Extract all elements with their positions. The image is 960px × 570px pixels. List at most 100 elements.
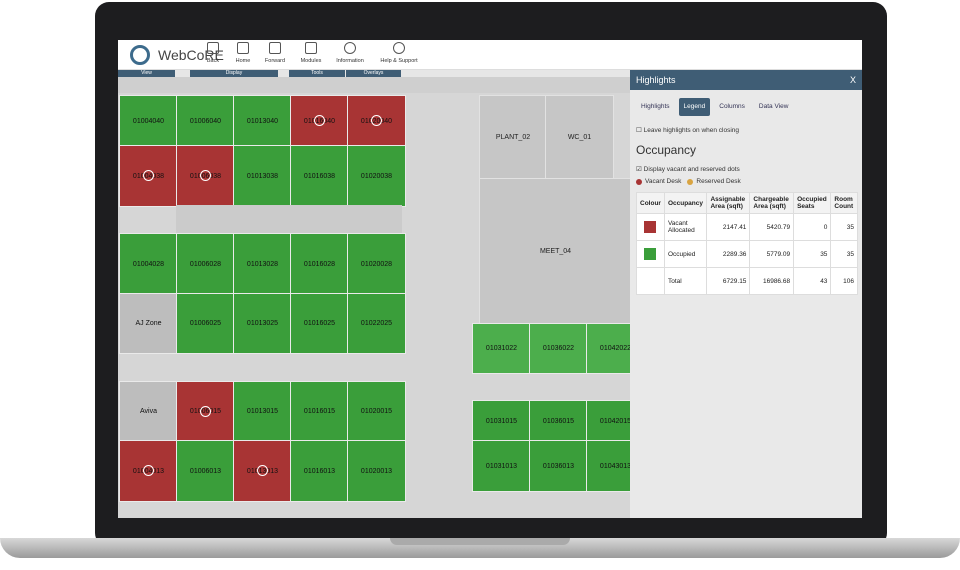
desk[interactable]: 01020013 bbox=[347, 440, 406, 502]
table-cell: 16986.68 bbox=[749, 267, 795, 295]
nav-icon bbox=[237, 42, 249, 54]
desk[interactable]: 01016013 bbox=[290, 440, 349, 502]
desk[interactable]: 01013040 bbox=[233, 95, 292, 147]
desk[interactable]: 01020015 bbox=[347, 381, 406, 442]
nav-label: Help & Support bbox=[380, 58, 418, 64]
desk[interactable]: 01036022 bbox=[529, 323, 588, 374]
desk[interactable]: 01016038 bbox=[290, 145, 349, 207]
desk-label: 01020013 bbox=[360, 467, 393, 475]
table-cell: 5779.09 bbox=[749, 240, 795, 268]
screen: WebCoRE Back Home Forward Modules Informatio… bbox=[118, 40, 862, 518]
close-button[interactable]: X bbox=[849, 75, 856, 85]
desk-label: 01036022 bbox=[542, 345, 575, 352]
column-header: Colour bbox=[636, 192, 665, 214]
desk[interactable]: AJ Zone bbox=[119, 293, 178, 354]
nav-button[interactable]: Help & Support bbox=[379, 42, 419, 68]
room-label: PLANT_02 bbox=[495, 134, 531, 141]
display-dots[interactable]: ☑ Display vacant and reserved dots bbox=[636, 166, 740, 173]
desk[interactable]: 01031015 bbox=[472, 400, 531, 442]
tool-icons bbox=[118, 77, 630, 93]
desk-label: 01031022 bbox=[485, 345, 518, 352]
desk[interactable]: 01006013 bbox=[176, 440, 235, 502]
table-row: Occupied 2289.36 5779.09 35 35 bbox=[636, 240, 858, 268]
desk[interactable]: 01020038 bbox=[347, 145, 406, 207]
tab[interactable]: Data View bbox=[758, 103, 789, 110]
nav-button[interactable]: Information bbox=[330, 42, 370, 68]
desk[interactable]: 01036015 bbox=[529, 400, 588, 442]
desk-label: 01020028 bbox=[360, 260, 393, 268]
desk[interactable]: 01020040 bbox=[347, 95, 406, 147]
legend: Vacant Desk Reserved Desk bbox=[636, 178, 741, 185]
tab[interactable]: Legend bbox=[678, 98, 711, 116]
desk-label: 01016025 bbox=[303, 320, 336, 327]
vacant-dot bbox=[313, 115, 325, 126]
desk[interactable]: 01031022 bbox=[472, 323, 531, 374]
tab[interactable]: Columns bbox=[719, 103, 745, 110]
colour-cell bbox=[636, 267, 665, 295]
desk[interactable]: 01016025 bbox=[290, 293, 349, 354]
desk-label: 01006013 bbox=[189, 467, 222, 475]
colour-cell bbox=[636, 213, 665, 241]
desk-label: AJ Zone bbox=[135, 320, 162, 327]
legend-dot bbox=[636, 178, 642, 185]
section-label: View bbox=[118, 70, 175, 77]
leave-on[interactable]: ☐ Leave highlights on when closing bbox=[636, 127, 740, 134]
nav-button[interactable]: Forward bbox=[255, 42, 295, 68]
desk[interactable]: 01022025 bbox=[347, 293, 406, 354]
vacant-dot bbox=[199, 405, 211, 417]
laptop-notch bbox=[390, 538, 570, 545]
table-row: Total 6729.15 16986.68 43 106 bbox=[636, 267, 858, 295]
nav-icon bbox=[344, 42, 356, 54]
desk[interactable]: 01013013 bbox=[233, 440, 292, 502]
table-cell: 35 bbox=[830, 213, 858, 241]
desk[interactable]: 01016015 bbox=[290, 381, 349, 442]
legend-item: Reserved Desk bbox=[687, 178, 741, 185]
column-header: Assignable Area (sqft) bbox=[706, 192, 751, 214]
desk[interactable]: 01006040 bbox=[176, 95, 235, 147]
room[interactable]: WC_01 bbox=[545, 95, 614, 180]
tab[interactable]: Highlights bbox=[641, 103, 670, 110]
desk[interactable]: 01016040 bbox=[290, 95, 349, 147]
room[interactable]: PLANT_02 bbox=[479, 95, 547, 180]
desk-label: Aviva bbox=[140, 408, 157, 415]
room[interactable]: MEET_04 bbox=[479, 178, 632, 325]
desk[interactable]: 01031013 bbox=[472, 440, 531, 492]
desk-label: 01013025 bbox=[246, 320, 279, 327]
table-cell: 0 bbox=[793, 213, 832, 241]
desk[interactable]: 01006028 bbox=[176, 233, 235, 295]
desk[interactable]: 01013038 bbox=[233, 145, 292, 207]
nav-button[interactable]: Home bbox=[223, 42, 263, 68]
table-cell: Occupied bbox=[663, 240, 708, 268]
desk[interactable]: 01013025 bbox=[233, 293, 292, 354]
header-row: Colour Occupancy Assignable Area (sqft) Cha… bbox=[636, 192, 858, 214]
laptop-base bbox=[0, 538, 960, 558]
desk-label: 01016028 bbox=[303, 260, 336, 268]
desk-label: 01020038 bbox=[360, 172, 393, 180]
desk[interactable]: 01020028 bbox=[347, 233, 406, 295]
colour-swatch bbox=[643, 220, 658, 234]
occupancy-table: Colour Occupancy Assignable Area (sqft) Cha… bbox=[636, 192, 858, 295]
nav-button[interactable]: Back bbox=[193, 42, 233, 68]
desk[interactable]: Aviva bbox=[119, 381, 178, 442]
desk[interactable]: 01004040 bbox=[119, 95, 178, 147]
desk[interactable]: 01016028 bbox=[290, 233, 349, 295]
desk-label: 01043013 bbox=[599, 462, 632, 470]
nav-label: Information bbox=[336, 58, 364, 64]
desk-label: 01016013 bbox=[303, 467, 336, 475]
vacant-dot bbox=[256, 465, 268, 476]
desk[interactable]: 01006038 bbox=[176, 145, 235, 207]
vacant-dot bbox=[142, 170, 154, 181]
nav-button[interactable]: Modules bbox=[291, 42, 331, 68]
desk[interactable]: 01004038 bbox=[119, 145, 178, 207]
desk[interactable]: 01013028 bbox=[233, 233, 292, 295]
desk[interactable]: 01013015 bbox=[233, 381, 292, 442]
desk[interactable]: 01004028 bbox=[119, 233, 178, 295]
desk-label: 01042022 bbox=[599, 345, 632, 352]
table-cell: 35 bbox=[793, 240, 832, 268]
desk[interactable]: 01006025 bbox=[176, 293, 235, 354]
desk[interactable]: 01036013 bbox=[529, 440, 588, 492]
section-label: Tools bbox=[289, 70, 345, 77]
desk[interactable]: 01004013 bbox=[119, 440, 178, 502]
desk[interactable]: 01006015 bbox=[176, 381, 235, 442]
